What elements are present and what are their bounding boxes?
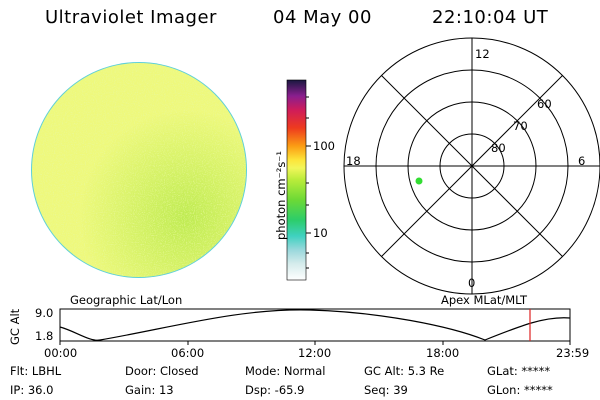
orbit-xtick: 00:00 bbox=[44, 346, 78, 360]
orbit-plot bbox=[59, 308, 571, 345]
mlt-label-0: 0 bbox=[468, 276, 476, 290]
door-info: Door: Closed bbox=[125, 364, 199, 378]
mlt-label-18: 18 bbox=[346, 154, 361, 168]
dsp-info: Dsp: -65.9 bbox=[245, 383, 305, 397]
orbit-xtick: 06:00 bbox=[171, 346, 205, 360]
geographic-label: Geographic Lat/Lon bbox=[70, 293, 183, 307]
apex-label: Apex MLat/MLT bbox=[441, 293, 528, 307]
gain-info: Gain: 13 bbox=[125, 383, 174, 397]
orbit-xtick: 18:00 bbox=[426, 346, 460, 360]
glon-info: GLon: ***** bbox=[487, 383, 553, 397]
gc-alt-info: GC Alt: 5.3 Re bbox=[364, 364, 445, 378]
seq-info: Seq: 39 bbox=[364, 383, 408, 397]
orbit-xtick: 12:00 bbox=[298, 346, 332, 360]
colorbar-tick-100: 100 bbox=[313, 139, 335, 153]
orbit-ytick-bottom: 1.8 bbox=[35, 329, 54, 343]
mlt-label-12: 12 bbox=[475, 47, 490, 61]
glat-info: GLat: ***** bbox=[487, 364, 551, 378]
uv-image-disk bbox=[31, 62, 247, 278]
mode-info: Mode: Normal bbox=[245, 364, 326, 378]
polar-plot bbox=[343, 37, 600, 295]
filter-info: Flt: LBHL bbox=[10, 364, 62, 378]
lat-label-80: 80 bbox=[491, 141, 506, 155]
colorbar-unit-label: photon cm⁻²s⁻¹ bbox=[274, 151, 288, 240]
lat-label-60: 60 bbox=[537, 97, 552, 111]
mlt-label-6: 6 bbox=[578, 154, 586, 168]
orbit-ylabel: GC Alt bbox=[8, 308, 22, 345]
lat-label-70: 70 bbox=[513, 119, 528, 133]
colorbar bbox=[286, 79, 311, 281]
instrument-title: Ultraviolet Imager bbox=[45, 7, 217, 28]
orbit-xtick: 23:59 bbox=[556, 346, 590, 360]
date-label: 04 May 00 bbox=[273, 7, 372, 28]
time-label: 22:10:04 UT bbox=[432, 7, 549, 28]
satellite-footpoint-marker bbox=[415, 177, 423, 185]
orbit-ytick-top: 9.0 bbox=[35, 306, 54, 320]
ip-info: IP: 36.0 bbox=[10, 383, 54, 397]
colorbar-tick-10: 10 bbox=[313, 226, 328, 240]
